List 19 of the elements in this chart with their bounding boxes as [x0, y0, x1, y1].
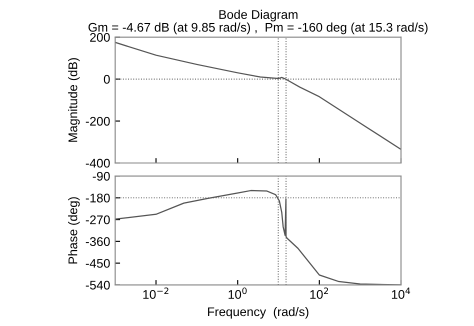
x-tick-label: 10$^{0}$ [228, 287, 247, 299]
y-tick-label: 200 [90, 32, 110, 42]
chart-subtitle: Gm = -4.67 dB (at 9.85 rad/s) , Pm = -160 deg (at 15.3 rad/s) [88, 22, 428, 34]
y-tick-label: -360 [86, 237, 110, 246]
y-tick-label: -180 [86, 194, 110, 202]
x-tick-label: 10$^{−2}$ [143, 287, 168, 299]
y-tick-label: -540 [86, 280, 110, 290]
y-tick-label: -200 [86, 116, 110, 126]
x-tick-label: 10$^{4}$ [392, 288, 410, 299]
y-tick-label: -90 [92, 172, 110, 181]
y-axis-title: Magnitude (dB) [68, 58, 80, 142]
y-tick-label: -270 [86, 215, 110, 224]
y-axis-title: Phase (deg) [68, 197, 80, 264]
y-tick-label: -450 [86, 258, 110, 268]
x-axis-title: Frequency (rad/s) [208, 306, 308, 319]
y-tick-label: -400 [86, 158, 110, 168]
chart-title: Bode Diagram [219, 10, 298, 22]
y-tick-label: 0 [104, 74, 110, 84]
x-tick-label: 10$^{2}$ [310, 287, 328, 299]
